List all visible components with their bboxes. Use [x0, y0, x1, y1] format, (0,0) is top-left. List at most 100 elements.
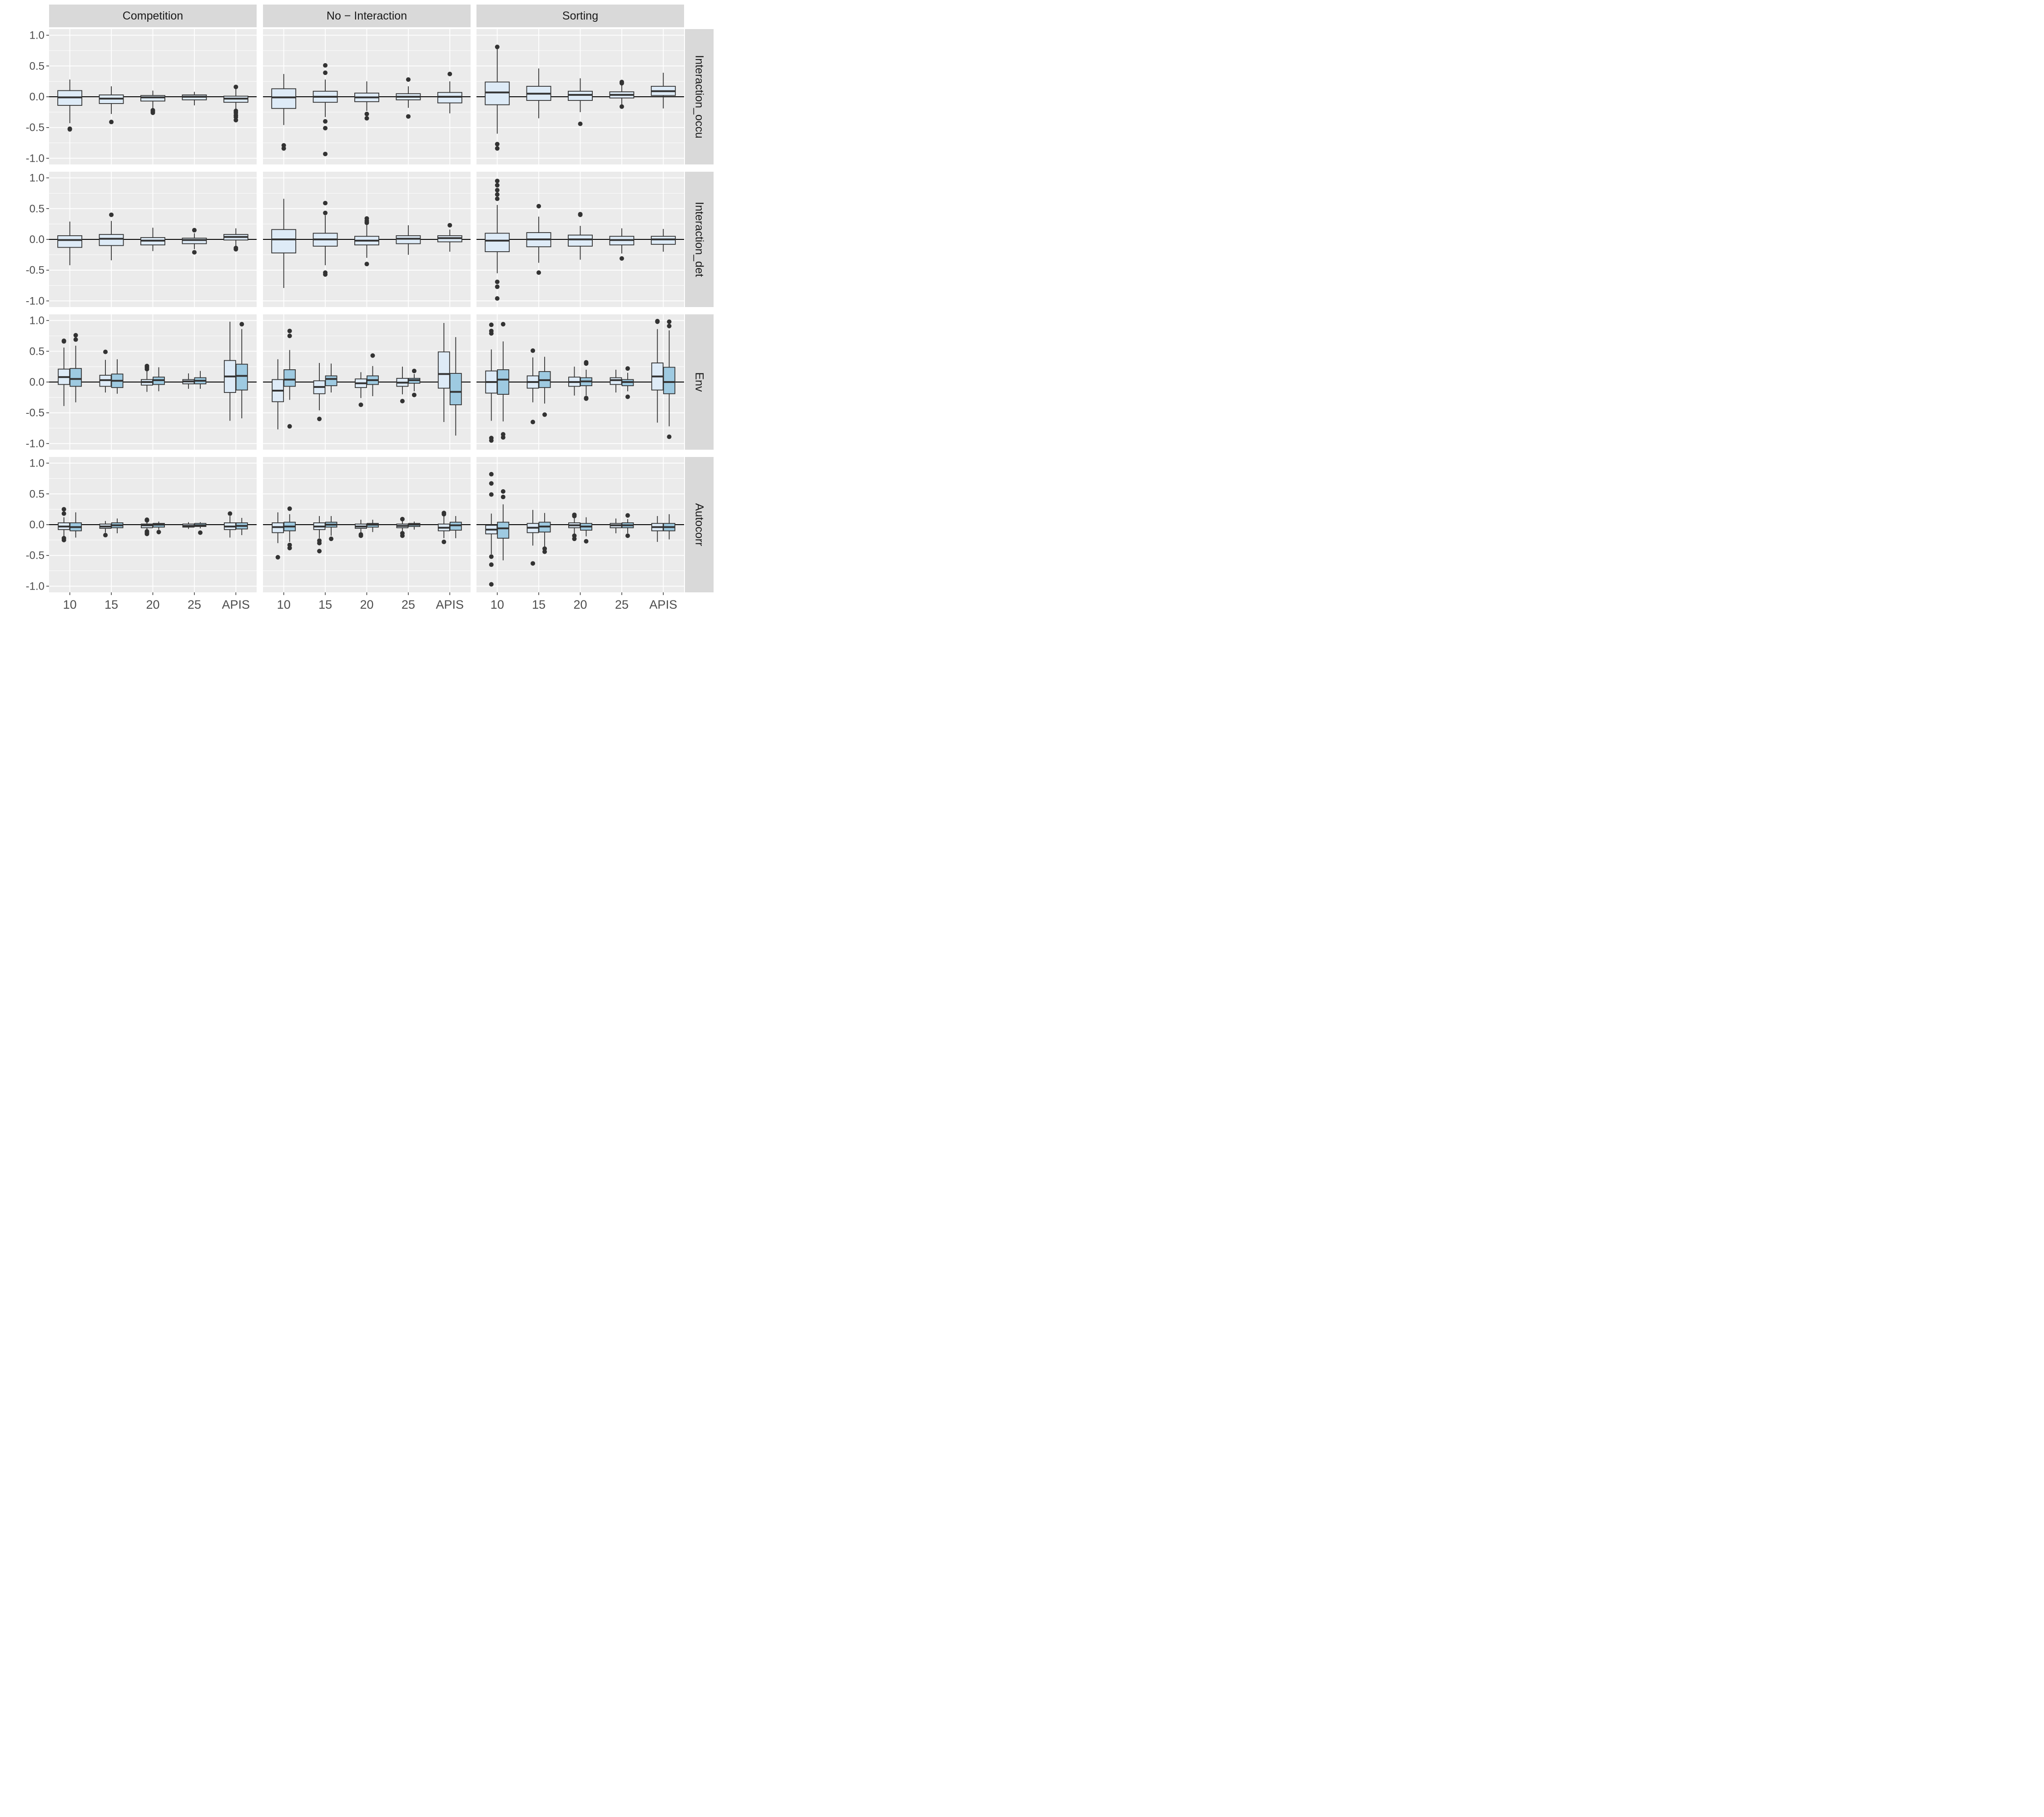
outlier-point: [531, 420, 536, 425]
box-iqr: [99, 234, 124, 246]
box-10-series-1: [497, 322, 510, 440]
outlier-point: [495, 196, 500, 201]
x-tick-label: 20: [360, 598, 373, 611]
box-25-series-1: [194, 522, 207, 535]
column-strip-label: No − Interaction: [327, 10, 407, 22]
box-15-series-0: [313, 63, 338, 156]
box-iqr: [57, 235, 83, 248]
y-tick-label: -1.0: [26, 437, 45, 450]
y-tick-label: 0.0: [30, 376, 45, 388]
box-25-series-0: [182, 92, 207, 105]
y-tick-label: 0.5: [30, 488, 45, 500]
outlier-point: [625, 513, 630, 518]
box-10-series-0: [57, 79, 83, 132]
x-tick-label: 10: [491, 598, 504, 611]
x-tick-label: APIS: [650, 598, 678, 611]
outlier-point: [358, 402, 363, 407]
y-tick-label: -0.5: [26, 122, 45, 134]
box-iqr: [396, 235, 421, 244]
outlier-point: [625, 366, 630, 371]
panel-autocorr-sorting: [476, 457, 684, 592]
box-apis-series-0: [650, 73, 676, 109]
panel-interaction-occu-no-interaction: [263, 29, 471, 164]
box-20-series-0: [140, 228, 165, 251]
outlier-point: [323, 126, 328, 131]
outlier-point: [536, 270, 541, 275]
y-tick-label: -1.0: [26, 295, 45, 307]
box-10-series-1: [69, 333, 82, 402]
outlier-point: [281, 146, 286, 151]
box-20-series-0: [140, 90, 165, 115]
outlier-point: [287, 506, 292, 511]
outlier-point: [103, 533, 108, 538]
column-strip-no-interaction: No − Interaction: [263, 5, 471, 27]
outlier-point: [619, 104, 624, 109]
outlier-point: [501, 495, 506, 500]
outlier-point: [489, 323, 494, 328]
panel-env-no-interaction: [263, 314, 471, 450]
box-20-series-0: [568, 212, 593, 260]
outlier-point: [144, 531, 149, 536]
x-tick-label: APIS: [222, 598, 250, 611]
x-tick-label: 25: [402, 598, 415, 611]
outlier-point: [109, 212, 114, 217]
outlier-point: [495, 45, 500, 50]
outlier-point: [667, 319, 672, 324]
box-20-series-0: [354, 216, 379, 267]
outlier-point: [495, 142, 500, 147]
x-tick-label: 15: [532, 598, 546, 611]
box-20-series-1: [580, 360, 592, 401]
outlier-point: [61, 339, 66, 344]
outlier-point: [329, 536, 334, 541]
outlier-point: [489, 562, 494, 567]
outlier-point: [619, 81, 624, 86]
x-tick-label: 20: [146, 598, 159, 611]
panel-autocorr-competition: [49, 457, 257, 592]
outlier-point: [144, 518, 149, 523]
box-20-series-0: [355, 520, 367, 538]
row-strip-label: Interaction_det: [693, 202, 706, 277]
outlier-point: [317, 417, 322, 422]
column-strip-competition: Competition: [49, 5, 257, 27]
outlier-point: [531, 561, 536, 566]
outlier-point: [192, 228, 197, 233]
box-iqr: [568, 234, 593, 247]
row-strip-background: [685, 29, 714, 164]
box-20-series-0: [568, 367, 580, 396]
row-strip-label: Autocorr: [693, 503, 706, 546]
box-20-series-0: [141, 517, 153, 536]
box-apis-series-0: [651, 318, 664, 423]
box-apis-series-0: [223, 511, 236, 538]
outlier-point: [495, 192, 500, 197]
outlier-point: [667, 434, 672, 439]
y-tick-label: -1.0: [26, 152, 45, 164]
box-15-series-1: [111, 359, 124, 394]
column-strip-label: Competition: [123, 10, 183, 22]
box-10-series-0: [485, 45, 510, 151]
panel-interaction-det-competition: [49, 172, 257, 307]
box-10-series-0: [271, 199, 297, 288]
outlier-point: [412, 368, 417, 373]
box-25-series-0: [609, 79, 635, 109]
box-15-series-1: [325, 363, 337, 393]
y-tick-label: 0.5: [30, 203, 45, 215]
box-apis-series-1: [235, 322, 248, 418]
column-strip-background: [49, 5, 257, 27]
box-iqr: [485, 81, 510, 105]
outlier-point: [489, 331, 494, 336]
column-strip-background: [476, 5, 684, 27]
outlier-point: [144, 367, 149, 372]
x-tick-label: 25: [615, 598, 629, 611]
faceted-boxplot-chart: -1.0 -0.5 0.0 0.5 1.0 Interaction_occu -1.0 -0.…: [0, 0, 714, 634]
panel-interaction-occu-sorting: [476, 29, 684, 164]
outlier-point: [542, 549, 547, 554]
y-tick-label: -0.5: [26, 264, 45, 277]
box-apis-series-1: [449, 337, 462, 436]
outlier-point: [501, 322, 506, 327]
outlier-point: [400, 398, 405, 403]
y-tick-label: 0.0: [30, 519, 45, 531]
y-tick-label: 0.5: [30, 345, 45, 357]
outlier-point: [584, 361, 589, 366]
box-apis-series-0: [437, 223, 462, 252]
box-15-series-0: [313, 201, 338, 277]
